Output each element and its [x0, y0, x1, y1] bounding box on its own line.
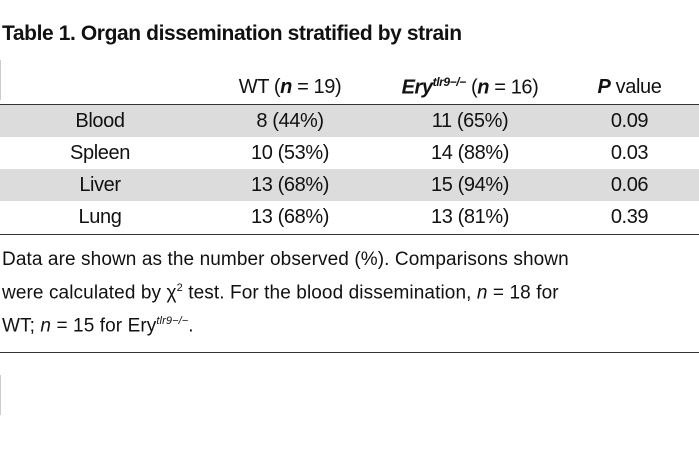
text: = 15 for Ery: [51, 315, 157, 337]
text: (: [465, 76, 478, 99]
text: 2: [176, 282, 183, 294]
text: = 16): [489, 76, 539, 99]
table-row: Liver 13 (68%) 15 (94%) 0.06: [0, 169, 699, 201]
footnote: Data are shown as the number observed (%…: [2, 245, 569, 341]
footnote-line: Data are shown as the number observed (%…: [2, 245, 569, 274]
header-cell: P value: [560, 71, 699, 105]
table-row: Lung 13 (68%) 13 (81%) 0.39: [0, 201, 699, 233]
header-cell: [0, 71, 200, 105]
text: = 19): [291, 76, 342, 98]
text: Ery: [401, 76, 433, 99]
text: n: [476, 282, 488, 304]
divider: [0, 375, 1, 415]
text: test. For the blood dissemination,: [182, 282, 477, 304]
text: tlr9−/−: [156, 315, 189, 328]
text: were calculated by χ: [2, 282, 177, 304]
text: n: [40, 315, 52, 337]
text: tlr9−/−: [432, 75, 467, 90]
table-cell: 8 (44%): [200, 104, 380, 137]
table-cell: 0.06: [560, 169, 699, 201]
table-cell: 13 (81%): [431, 205, 509, 228]
row-label: Spleen: [70, 141, 130, 164]
header-cell: WT (n = 19): [200, 71, 380, 105]
text: value: [610, 76, 662, 98]
table-cell: 0.09: [560, 104, 699, 137]
text: .: [188, 315, 194, 337]
footnote-line: WT; n = 15 for Erytlr9−/−.: [2, 307, 569, 340]
table-cell: 0.39: [610, 205, 649, 228]
table-cell: 0.03: [610, 141, 649, 164]
table-cell: 11 (65%): [380, 104, 560, 137]
table-cell: 10 (53%): [251, 141, 329, 164]
rule: [0, 352, 699, 353]
footnote-line: were calculated by χ2 test. For the bloo…: [2, 274, 569, 307]
text: n: [477, 76, 490, 99]
table-cell: 15 (94%): [380, 169, 560, 201]
row-label: Blood: [0, 104, 200, 137]
table-cell: 13 (68%): [251, 205, 329, 228]
table-row: Spleen 10 (53%) 14 (88%) 0.03: [0, 137, 699, 169]
text: = 18 for: [487, 282, 559, 304]
row-label: Liver: [0, 169, 200, 201]
header-row: WT (n = 19) Erytlr9−/− (n = 16) P value: [0, 71, 699, 105]
header-cell: Erytlr9−/− (n = 16): [380, 71, 560, 105]
text: WT;: [2, 315, 41, 337]
row-label: Lung: [78, 205, 122, 228]
text: WT (: [238, 76, 281, 98]
table-row: Blood 8 (44%) 11 (65%) 0.09: [0, 104, 699, 137]
table-body: Blood 8 (44%) 11 (65%) 0.09 Spleen 10 (53%) 14…: [0, 104, 699, 234]
table-title: Table 1. Organ dissemination stratified …: [2, 22, 462, 45]
table: WT (n = 19) Erytlr9−/− (n = 16) P value …: [0, 71, 699, 233]
table-cell: 13 (68%): [200, 169, 380, 201]
text: Data are shown as the number observed (%…: [2, 249, 569, 270]
text: P: [597, 76, 611, 98]
table-cell: 14 (88%): [431, 141, 509, 164]
rule: [0, 234, 699, 235]
text: n: [280, 76, 292, 98]
